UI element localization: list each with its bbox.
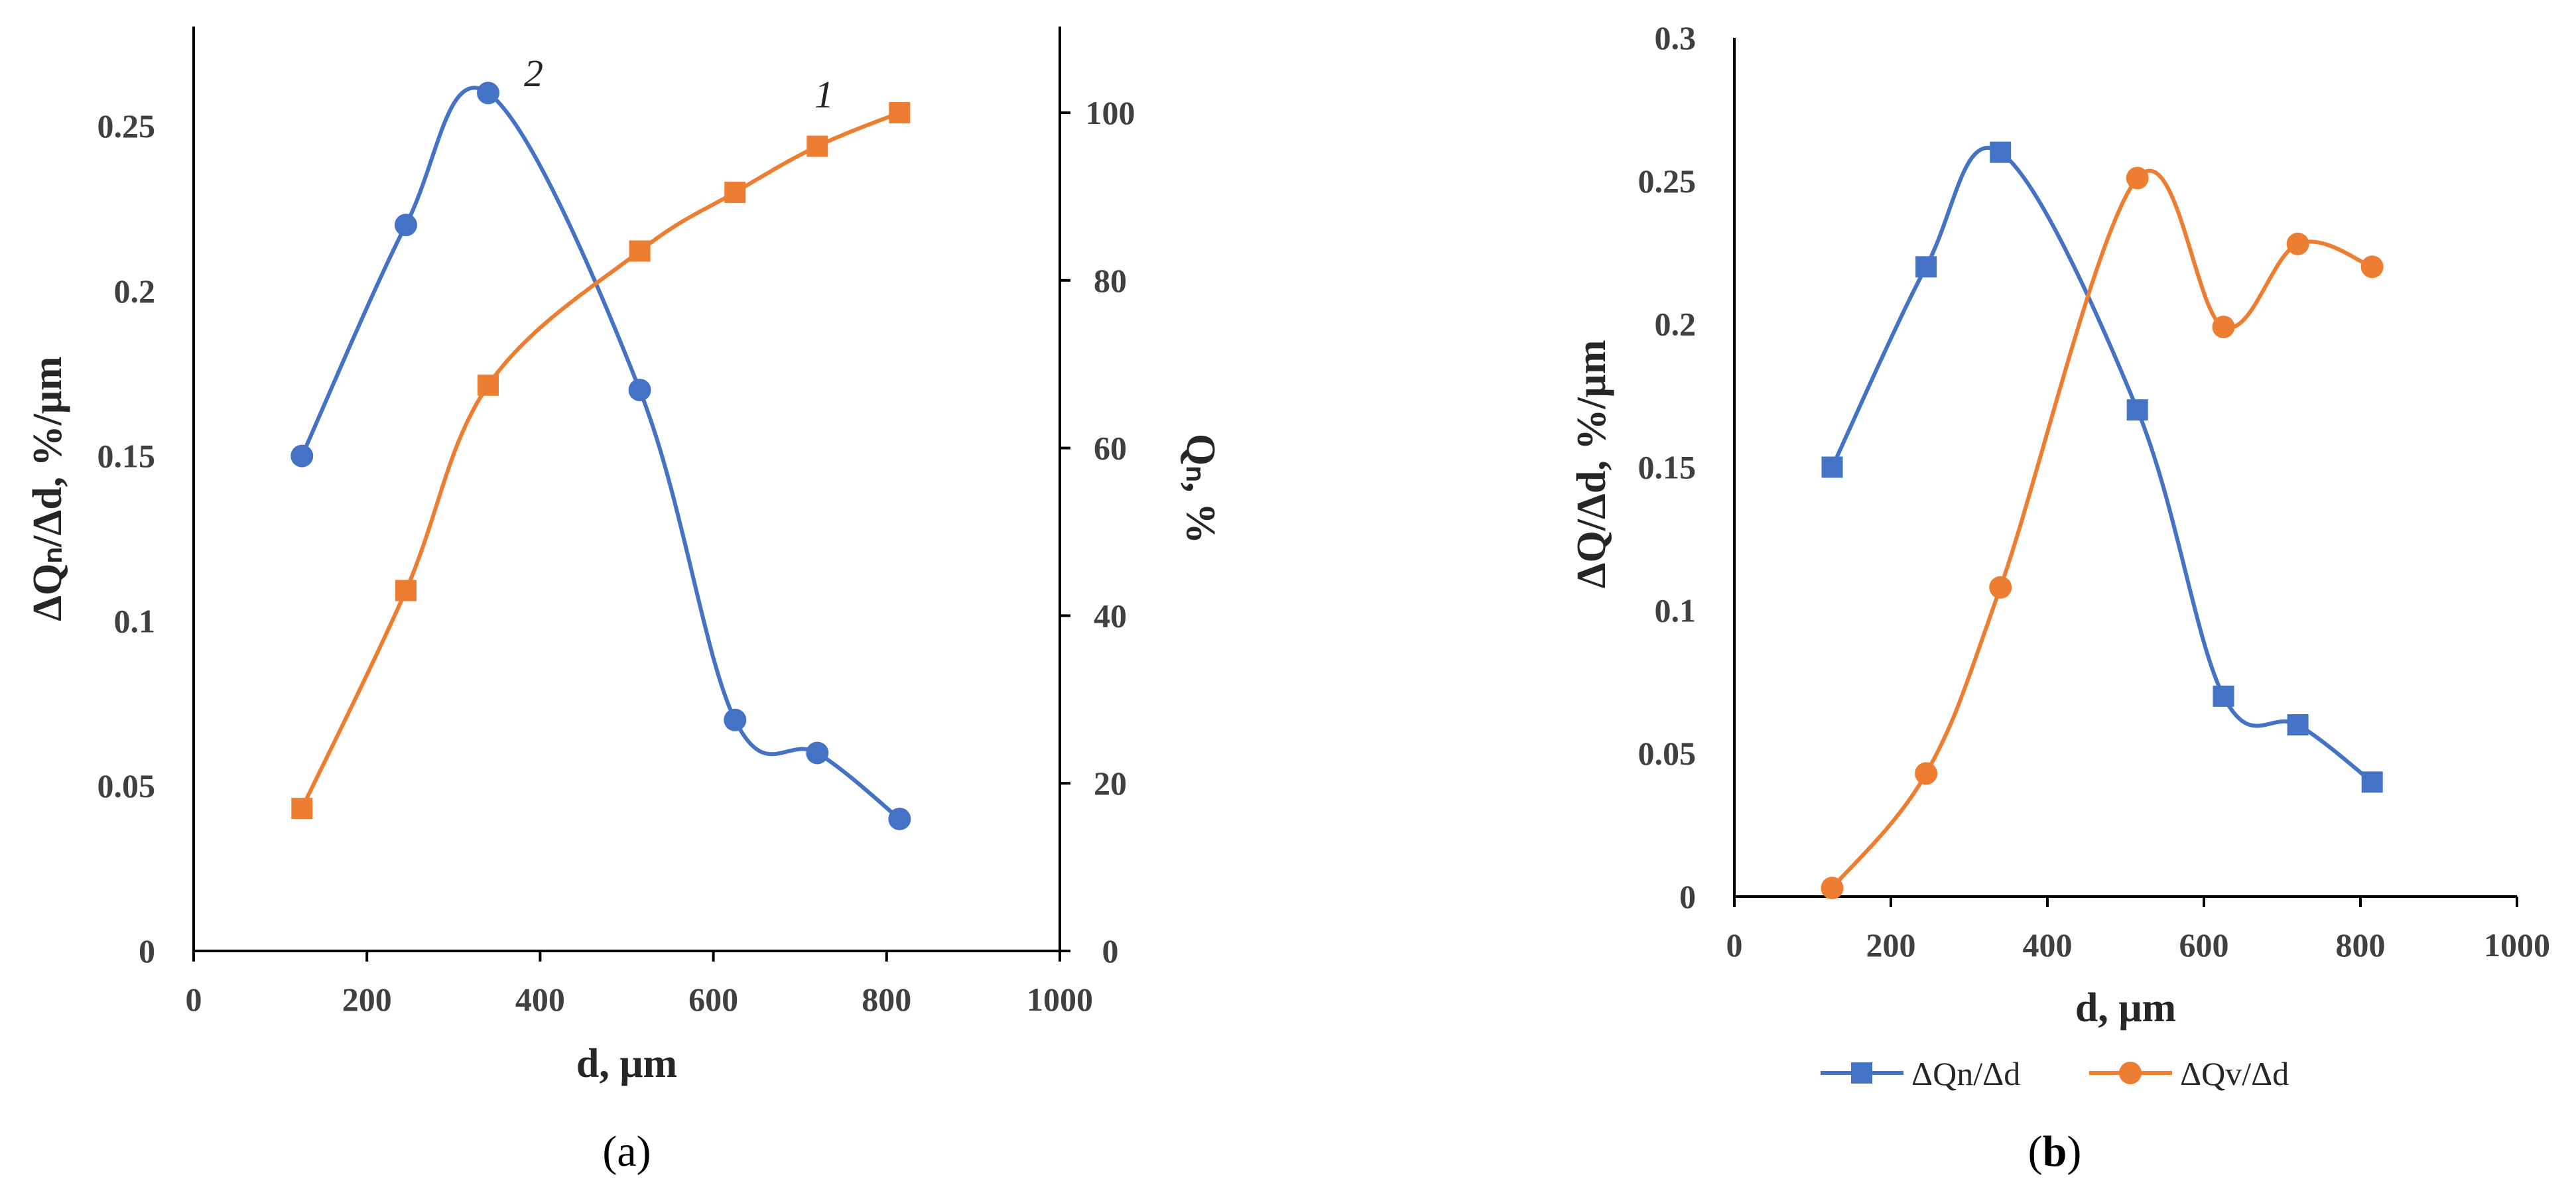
chart-b-x-tick-label: 400	[2023, 926, 2073, 964]
chart-b-x-tick-label: 600	[2179, 926, 2229, 964]
chart-b-series-dqv-point	[1915, 762, 1938, 785]
chart-a-y2-tick-label: 20	[1094, 765, 1127, 802]
chart-b-series-dqn-point	[2361, 771, 2383, 793]
chart-b-series-dqn-point	[1915, 256, 1937, 278]
chart-b-y-tick-label: 0.15	[1638, 449, 1697, 486]
chart-a-y2-tick-label: 40	[1094, 597, 1127, 634]
chart-b-y-tick-label: 0.1	[1655, 592, 1697, 629]
chart-a-y-tick-label: 0.05	[97, 767, 156, 804]
chart-b-y-axis-title: ΔQ/Δd, %/μm	[1569, 340, 1614, 589]
chart-a-x-tick-label: 600	[688, 981, 738, 1018]
chart-b-series-dqn-point	[1821, 456, 1843, 478]
chart-b-series-dqn-point	[2287, 714, 2309, 735]
chart-a-series-1-point	[724, 182, 746, 204]
chart-a-y-axis-title: ΔQₙ/Δd, %/μm	[25, 356, 70, 621]
chart-b-y-tick-label: 0.25	[1638, 162, 1697, 200]
chart-b-y-tick-label: 0.3	[1655, 19, 1697, 56]
chart-a-y-tick-label: 0.1	[114, 602, 156, 639]
chart-a-y-tick-label: 0	[139, 932, 155, 970]
chart-a-series-2-line	[300, 86, 901, 821]
chart-a-y-tick-label: 0.25	[97, 107, 156, 145]
chart-a-x-tick-label: 400	[515, 981, 565, 1018]
chart-a-series-1-line	[300, 111, 901, 810]
chart-a-series-2-point	[806, 741, 829, 765]
chart-b-panel-label: (b)	[2028, 1127, 2082, 1176]
legend-label-dqv: ΔQv/Δd	[2180, 1055, 2289, 1092]
chart-b-y-ticks: 0 0.05 0.1 0.15 0.2 0.25 0.3	[1638, 19, 1697, 915]
chart-b-y-tick-label: 0.05	[1638, 735, 1697, 772]
chart-b-x-axis-title: d, μm	[2075, 985, 2176, 1031]
chart-a-series-2-point	[724, 708, 747, 731]
chart-a-series-2-point	[888, 807, 911, 830]
legend-label-dqn: ΔQn/Δd	[1911, 1055, 2020, 1092]
chart-b-x-tick-label: 1000	[2484, 926, 2550, 964]
chart-b-x-tick-label: 200	[1866, 926, 1916, 964]
chart-a-x-axis-title: d, μm	[576, 1041, 677, 1086]
legend-marker-dqv	[2119, 1062, 2142, 1084]
chart-b-legend: ΔQn/Δd ΔQv/Δd	[1821, 1055, 2289, 1092]
chart-a: 0 0.05 0.1 0.15 0.2 0.25 0 20 40 60 80 100 0 200 400…	[25, 27, 1223, 1176]
chart-b-x-tick-label: 800	[2336, 926, 2386, 964]
chart-b-series-dqv-point	[2360, 255, 2384, 279]
chart-a-series-1-point	[291, 798, 313, 820]
chart-b-series-dqn-point	[2126, 399, 2148, 421]
chart-a-series-1-point	[629, 240, 651, 262]
chart-a-x-tick-label: 0	[186, 981, 202, 1018]
chart-b-series-dqv-point	[2286, 232, 2309, 255]
chart-b-y-tick-label: 0.2	[1655, 306, 1697, 343]
chart-b-series-dqv-point	[1821, 877, 1844, 900]
chart-a-series-2-point	[628, 379, 651, 402]
chart-a-x-tick-label: 200	[342, 981, 392, 1018]
chart-a-series-2-point	[394, 214, 417, 237]
chart-a-curve-label-1: 1	[814, 73, 834, 116]
chart-b-x-tick-label: 0	[1726, 926, 1743, 964]
chart-b-series-dqn-point	[1990, 141, 2012, 163]
chart-a-y2-tick-label: 0	[1102, 932, 1119, 970]
chart-b-series-dqv-point	[2212, 315, 2235, 338]
chart-a-x-ticks: 0 200 400 600 800 1000	[186, 951, 1093, 1018]
chart-a-y-tick-label: 0.2	[114, 273, 156, 310]
chart-a-x-tick-label: 800	[862, 981, 911, 1018]
chart-a-series-1-point	[806, 135, 828, 157]
chart-b: 0 0.05 0.1 0.15 0.2 0.25 0.3 0 200 400 600 800 1000…	[1569, 19, 2550, 1176]
legend-marker-dqn	[1851, 1062, 1872, 1084]
chart-b-series-dqv-line	[1831, 168, 2373, 889]
chart-a-y2-axis-title: Qₙ, %	[1178, 434, 1223, 544]
chart-a-curve-label-2: 2	[524, 52, 543, 95]
chart-b-x-ticks: 0 200 400 600 800 1000	[1726, 897, 2550, 964]
chart-a-y-tick-label: 0.15	[97, 438, 156, 475]
chart-a-series-1-point	[395, 580, 417, 601]
chart-a-y2-tick-label: 80	[1094, 262, 1127, 299]
chart-a-panel-label: (a)	[602, 1127, 651, 1176]
chart-a-x-tick-label: 1000	[1027, 981, 1093, 1018]
chart-a-y2-tick-label: 100	[1086, 94, 1135, 131]
chart-a-series-1-point	[889, 102, 911, 123]
chart-a-series-2-point	[477, 82, 500, 105]
chart-a-y-grid: 0 0.05 0.1 0.15 0.2 0.25	[97, 107, 156, 970]
chart-b-series-dqn-point	[2213, 685, 2234, 707]
chart-b-y-tick-label: 0	[1679, 878, 1696, 915]
chart-a-series-2-point	[290, 444, 314, 468]
chart-b-series-dqv-point	[1989, 576, 2012, 599]
chart-b-series-dqv-point	[2126, 166, 2149, 190]
chart-a-series-1-point	[478, 374, 499, 396]
chart-a-y2-tick-label: 60	[1094, 430, 1127, 467]
chart-a-y2-ticks: 0 20 40 60 80 100	[1060, 94, 1135, 970]
